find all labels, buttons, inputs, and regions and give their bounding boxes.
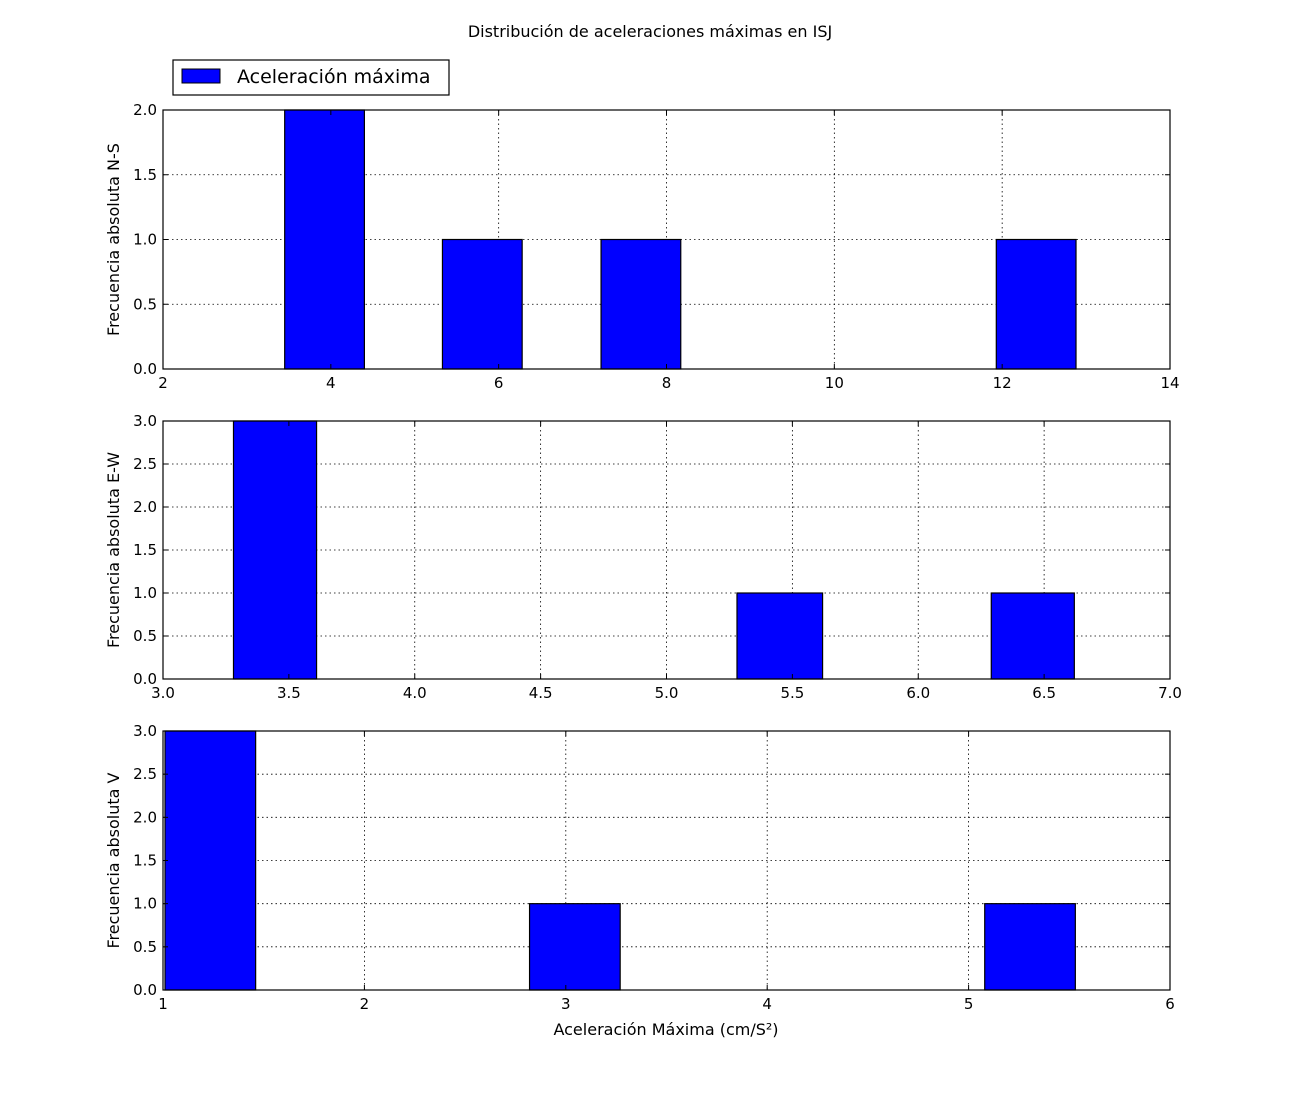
x-tick-label: 1: [158, 995, 168, 1013]
y-tick-label: 1.0: [133, 584, 157, 602]
legend: Aceleración máxima: [172, 59, 450, 96]
subplot-2: 3.0 3.5 4.0 4.5 5.0 5.5 6.0 6.5 7.0 0.0 0.5 1.0 1.5 2…: [104, 412, 1182, 702]
subplot-1: 2 4 6 8 10 12 14 0.0 0.5 1.0 1.5 2.0 Frecuencia abso…: [104, 101, 1180, 392]
x-tick-label: 4: [326, 374, 336, 392]
bar: [164, 730, 257, 991]
y-axis-label: Frecuencia absoluta V: [104, 772, 123, 948]
x-tick-label: 6.5: [1032, 684, 1056, 702]
y-tick-label: 0.5: [133, 295, 157, 313]
legend-swatch: [181, 68, 221, 84]
bar: [990, 592, 1075, 680]
x-tick-label: 14: [1160, 374, 1179, 392]
x-tick-label: 12: [993, 374, 1012, 392]
y-tick-label: 3.0: [133, 722, 157, 740]
y-axis-label: Frecuencia absoluta N-S: [104, 143, 123, 336]
y-axis-label: Frecuencia absoluta E-W: [104, 452, 123, 648]
bar: [441, 238, 523, 370]
x-tick-label: 7.0: [1158, 684, 1182, 702]
bar: [528, 903, 621, 991]
bar: [600, 238, 682, 370]
y-tick-label: 2.0: [133, 808, 157, 826]
y-tick-label: 2.5: [133, 455, 157, 473]
x-tick-label: 5.0: [655, 684, 679, 702]
y-tick-label: 0.5: [133, 627, 157, 645]
x-tick-label: 3.5: [277, 684, 301, 702]
x-tick-label: 5: [964, 995, 974, 1013]
y-tick-label: 1.0: [133, 231, 157, 249]
bar: [284, 109, 366, 370]
x-tick-label: 4: [762, 995, 772, 1013]
x-tick-label: 2: [158, 374, 168, 392]
y-tick-label: 1.5: [133, 541, 157, 559]
x-tick-label: 5.5: [780, 684, 804, 702]
x-tick-label: 4.5: [529, 684, 553, 702]
y-tick-label: 2.0: [133, 101, 157, 119]
y-tick-label: 2.5: [133, 765, 157, 783]
y-tick-label: 0.5: [133, 938, 157, 956]
x-tick-label: 4.0: [403, 684, 427, 702]
y-tick-label: 0.0: [133, 670, 157, 688]
bar: [736, 592, 824, 680]
chart-title: Distribución de aceleraciones máximas en…: [468, 22, 832, 41]
y-tick-label: 0.0: [133, 981, 157, 999]
x-tick-label: 10: [825, 374, 844, 392]
y-tick-label: 1.0: [133, 895, 157, 913]
x-tick-label: 3: [561, 995, 571, 1013]
x-tick-label: 8: [662, 374, 672, 392]
y-tick-label: 2.0: [133, 498, 157, 516]
bar: [995, 238, 1077, 370]
bar: [984, 903, 1076, 991]
y-tick-label: 3.0: [133, 412, 157, 430]
x-tick-label: 2: [360, 995, 370, 1013]
x-tick-label: 6: [1165, 995, 1175, 1013]
bar: [232, 420, 318, 680]
subplot-3: 1 2 3 4 5 6 0.0 0.5 1.0 1.5 2.0 2.5 3.0 Frecuencia ab…: [104, 722, 1175, 1013]
legend-label: Aceleración máxima: [237, 66, 430, 88]
y-tick-label: 1.5: [133, 852, 157, 870]
x-axis-label: Aceleración Máxima (cm/S²): [553, 1020, 778, 1039]
y-tick-label: 1.5: [133, 166, 157, 184]
x-tick-label: 6.0: [906, 684, 930, 702]
x-tick-label: 6: [494, 374, 504, 392]
y-tick-label: 0.0: [133, 360, 157, 378]
x-tick-label: 3.0: [151, 684, 175, 702]
